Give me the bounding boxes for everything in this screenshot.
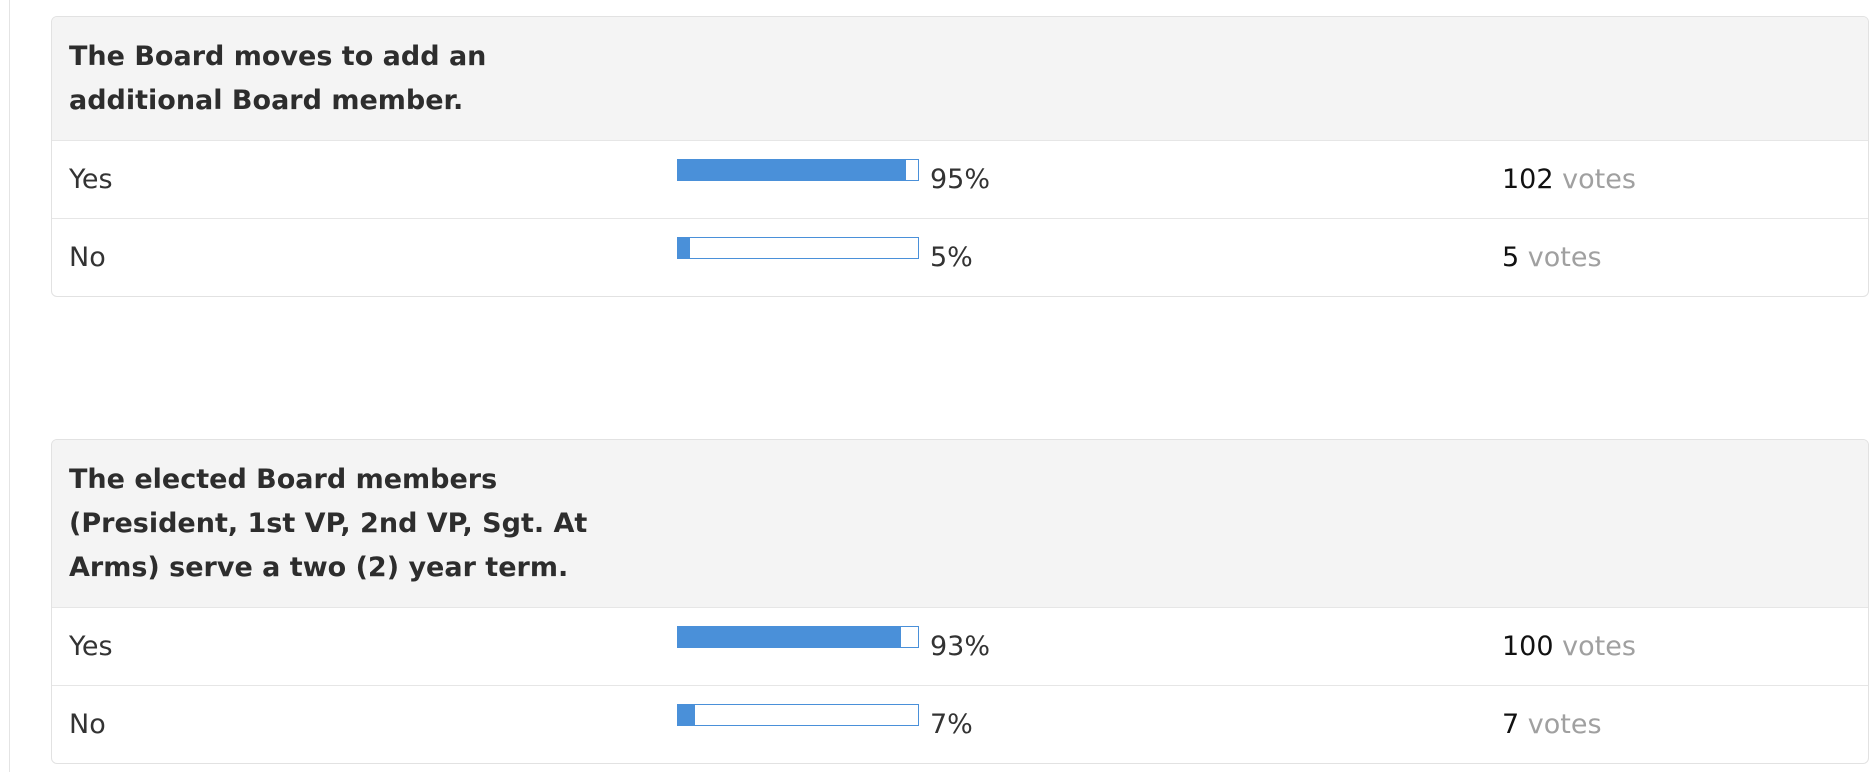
vote-number: 5 <box>1502 242 1520 273</box>
option-label: Yes <box>69 164 113 195</box>
vote-word: votes <box>1527 242 1602 273</box>
vote-count: 5 votes <box>1502 219 1602 296</box>
option-row: Yes 95% 102 votes <box>52 140 1868 218</box>
vote-count: 100 votes <box>1502 608 1636 685</box>
poll-question: The elected Board members (President, 1s… <box>69 464 588 583</box>
poll-question: The Board moves to add an additional Boa… <box>69 41 487 116</box>
percent-label: 5% <box>930 242 973 273</box>
option-label: No <box>69 709 106 740</box>
percent-label: 7% <box>930 709 973 740</box>
option-row: Yes 93% 100 votes <box>52 607 1868 685</box>
left-edge <box>9 0 10 772</box>
poll-card: The Board moves to add an additional Boa… <box>51 16 1869 297</box>
percent-label: 93% <box>930 631 991 662</box>
vote-number: 102 <box>1502 164 1554 195</box>
vote-word: votes <box>1562 631 1636 662</box>
vote-word: votes <box>1562 164 1636 195</box>
option-label: No <box>69 242 106 273</box>
option-row: No 5% 5 votes <box>52 218 1868 296</box>
progress-fill <box>678 160 906 180</box>
poll-header: The elected Board members (President, 1s… <box>52 440 1868 607</box>
vote-number: 100 <box>1502 631 1554 662</box>
percent-label: 95% <box>930 164 991 195</box>
vote-count: 102 votes <box>1502 141 1636 218</box>
poll-header: The Board moves to add an additional Boa… <box>52 17 1868 140</box>
vote-word: votes <box>1527 709 1602 740</box>
progress-bar <box>677 704 919 726</box>
progress-bar <box>677 237 919 259</box>
progress-fill <box>678 705 695 725</box>
progress-bar <box>677 626 919 648</box>
vote-number: 7 <box>1502 709 1520 740</box>
option-row: No 7% 7 votes <box>52 685 1868 763</box>
option-label: Yes <box>69 631 113 662</box>
progress-fill <box>678 238 690 258</box>
vote-count: 7 votes <box>1502 686 1602 763</box>
progress-bar <box>677 159 919 181</box>
progress-fill <box>678 627 902 647</box>
poll-card: The elected Board members (President, 1s… <box>51 439 1869 764</box>
